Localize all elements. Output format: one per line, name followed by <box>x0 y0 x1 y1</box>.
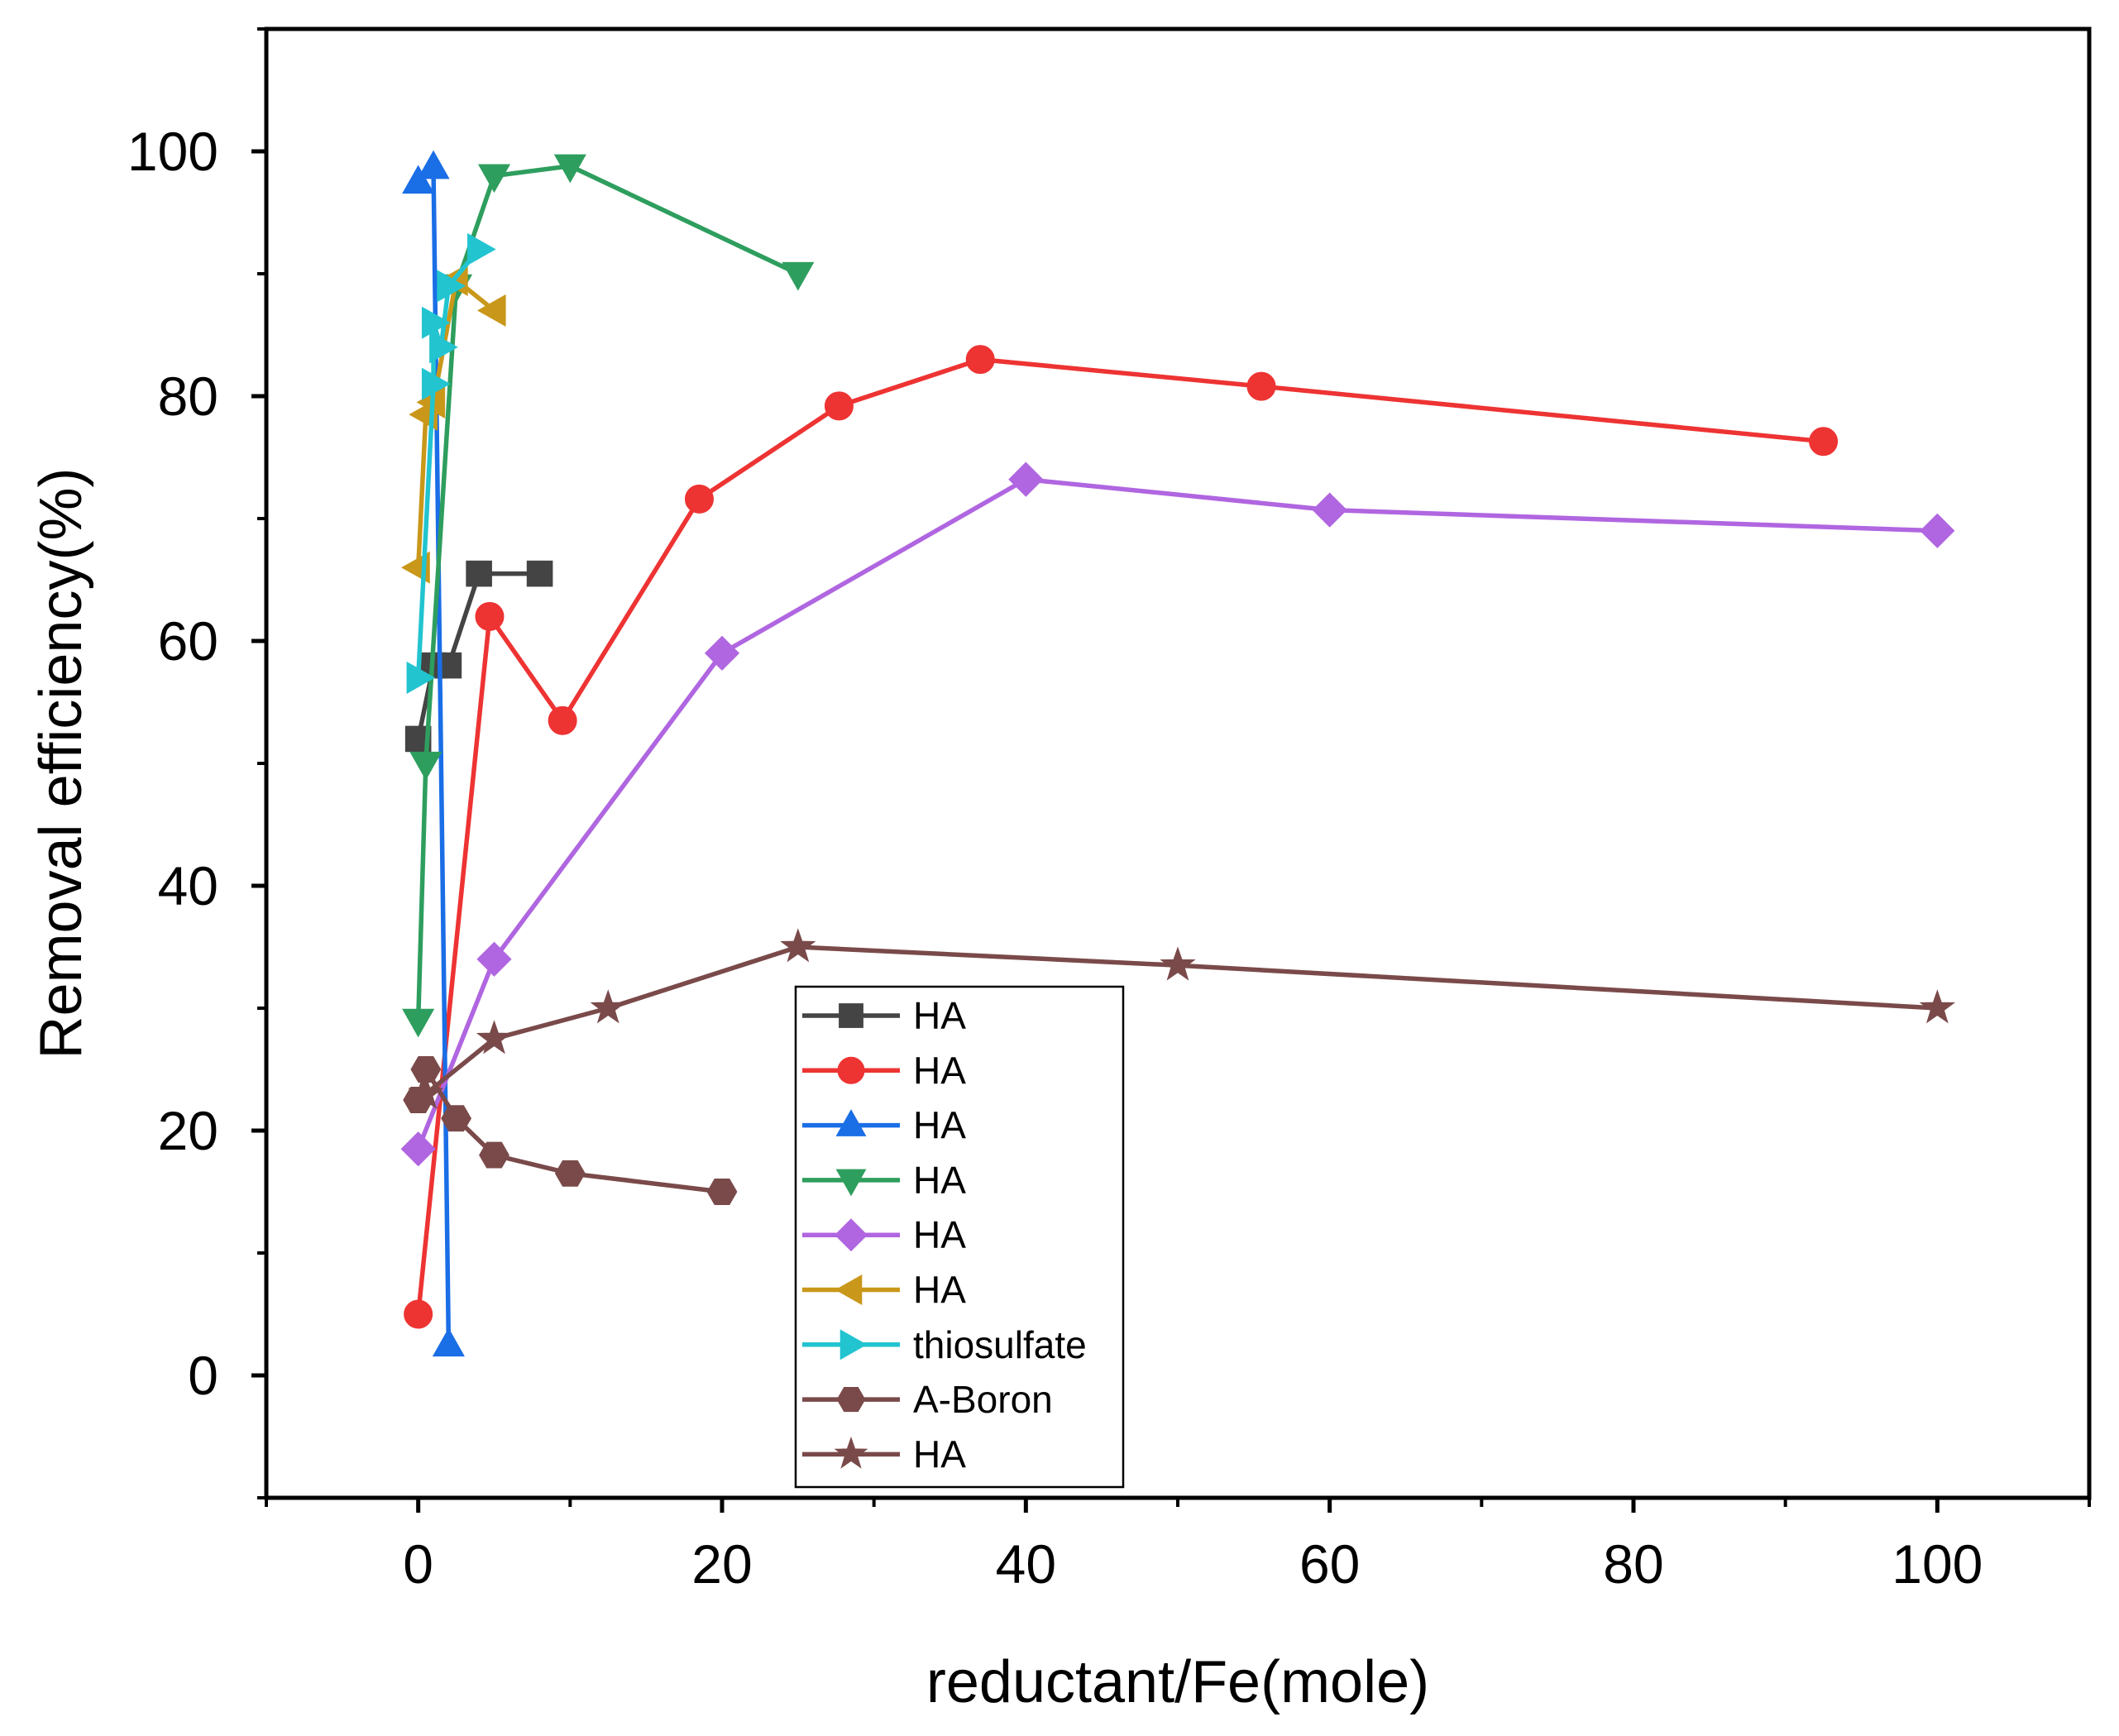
legend-marker <box>835 1169 867 1197</box>
series-line <box>415 164 800 1021</box>
series-line <box>416 476 1938 1150</box>
legend-marker <box>835 1218 868 1252</box>
legend-marker <box>835 1275 863 1305</box>
data-point <box>408 1074 444 1110</box>
x-tick-label: 100 <box>1892 1533 1983 1595</box>
data-point <box>706 1179 738 1205</box>
y-tick-label: 0 <box>188 1345 218 1406</box>
legend-label: HA <box>913 1159 966 1202</box>
series-5 <box>400 461 1955 1167</box>
x-tick-label: 0 <box>403 1533 433 1595</box>
series-9 <box>408 928 1955 1110</box>
x-tick-label: 80 <box>1603 1533 1663 1595</box>
y-tick-label: 20 <box>158 1100 218 1161</box>
data-point <box>421 367 451 400</box>
data-point <box>590 989 626 1024</box>
data-point <box>477 164 511 194</box>
data-point <box>782 261 815 291</box>
data-point <box>404 1299 433 1329</box>
data-point <box>421 306 451 339</box>
x-tick-label: 40 <box>996 1533 1056 1595</box>
x-tick-label: 20 <box>691 1533 752 1595</box>
data-point <box>475 601 505 631</box>
data-point <box>437 270 466 303</box>
series-3 <box>402 150 465 1357</box>
data-point <box>526 560 553 587</box>
series-line <box>424 945 1938 1096</box>
data-point <box>479 1141 509 1169</box>
x-axis-label: reductant/Fe(mole) <box>926 1649 1429 1715</box>
data-point <box>553 154 586 184</box>
data-point <box>417 150 450 179</box>
data-point <box>1312 492 1347 528</box>
legend-label: HA <box>913 1213 966 1256</box>
legend-label: HA <box>913 1269 966 1312</box>
data-point <box>409 751 442 781</box>
data-point <box>432 1327 465 1357</box>
legend-marker <box>835 1109 867 1136</box>
legend-label: HA <box>913 1432 966 1475</box>
data-point <box>476 294 506 327</box>
legend-marker <box>837 1056 865 1084</box>
data-point <box>466 560 492 587</box>
legend-label: HA <box>913 1049 966 1092</box>
data-point <box>1160 946 1196 981</box>
data-point <box>1246 371 1276 401</box>
data-point <box>476 1020 513 1055</box>
legend: HA HA HA HA HA HA thiosulfate A-Boron HA <box>794 985 1125 1489</box>
axis-ticks: 0 20 40 60 80 100 0 20 40 60 80 100 <box>127 27 2091 1595</box>
legend-marker <box>836 1387 866 1413</box>
data-point <box>1809 427 1839 457</box>
x-tick-label: 60 <box>1299 1533 1360 1595</box>
y-tick-label: 100 <box>127 121 218 182</box>
data-point <box>410 1056 442 1083</box>
data-point <box>441 1105 472 1132</box>
legend-label: A-Boron <box>913 1378 1053 1421</box>
data-point <box>476 941 512 977</box>
y-tick-label: 60 <box>158 610 218 672</box>
legend-label: HA <box>913 994 966 1037</box>
data-point <box>1008 461 1044 497</box>
data-point <box>824 391 854 421</box>
data-point <box>684 484 714 514</box>
data-point <box>704 635 740 671</box>
series-2 <box>404 345 1839 1329</box>
series-line <box>415 356 1824 1315</box>
legend-label: thiosulfate <box>913 1323 1087 1366</box>
data-point <box>402 165 435 194</box>
data-point <box>400 1131 436 1167</box>
data-point <box>402 1008 435 1038</box>
data-point <box>406 661 436 694</box>
y-axis-label: Removal efficiency(%) <box>28 468 94 1059</box>
data-point <box>965 345 995 375</box>
data-point <box>548 705 577 735</box>
data-point <box>1919 989 1955 1024</box>
series-8 <box>403 1056 738 1205</box>
data-point <box>429 331 458 364</box>
data-point <box>467 232 496 265</box>
y-tick-label: 40 <box>158 855 218 916</box>
series-7 <box>406 232 496 694</box>
legend-marker <box>839 1003 863 1028</box>
legend-marker <box>834 1436 868 1469</box>
data-point <box>554 1160 586 1187</box>
data-point <box>1920 513 1955 548</box>
plot-frame <box>264 26 2092 1500</box>
legend-label: HA <box>913 1104 966 1147</box>
y-tick-label: 80 <box>158 366 218 427</box>
legend-marker <box>839 1329 868 1361</box>
data-series <box>400 150 1955 1357</box>
data-point <box>780 928 816 963</box>
